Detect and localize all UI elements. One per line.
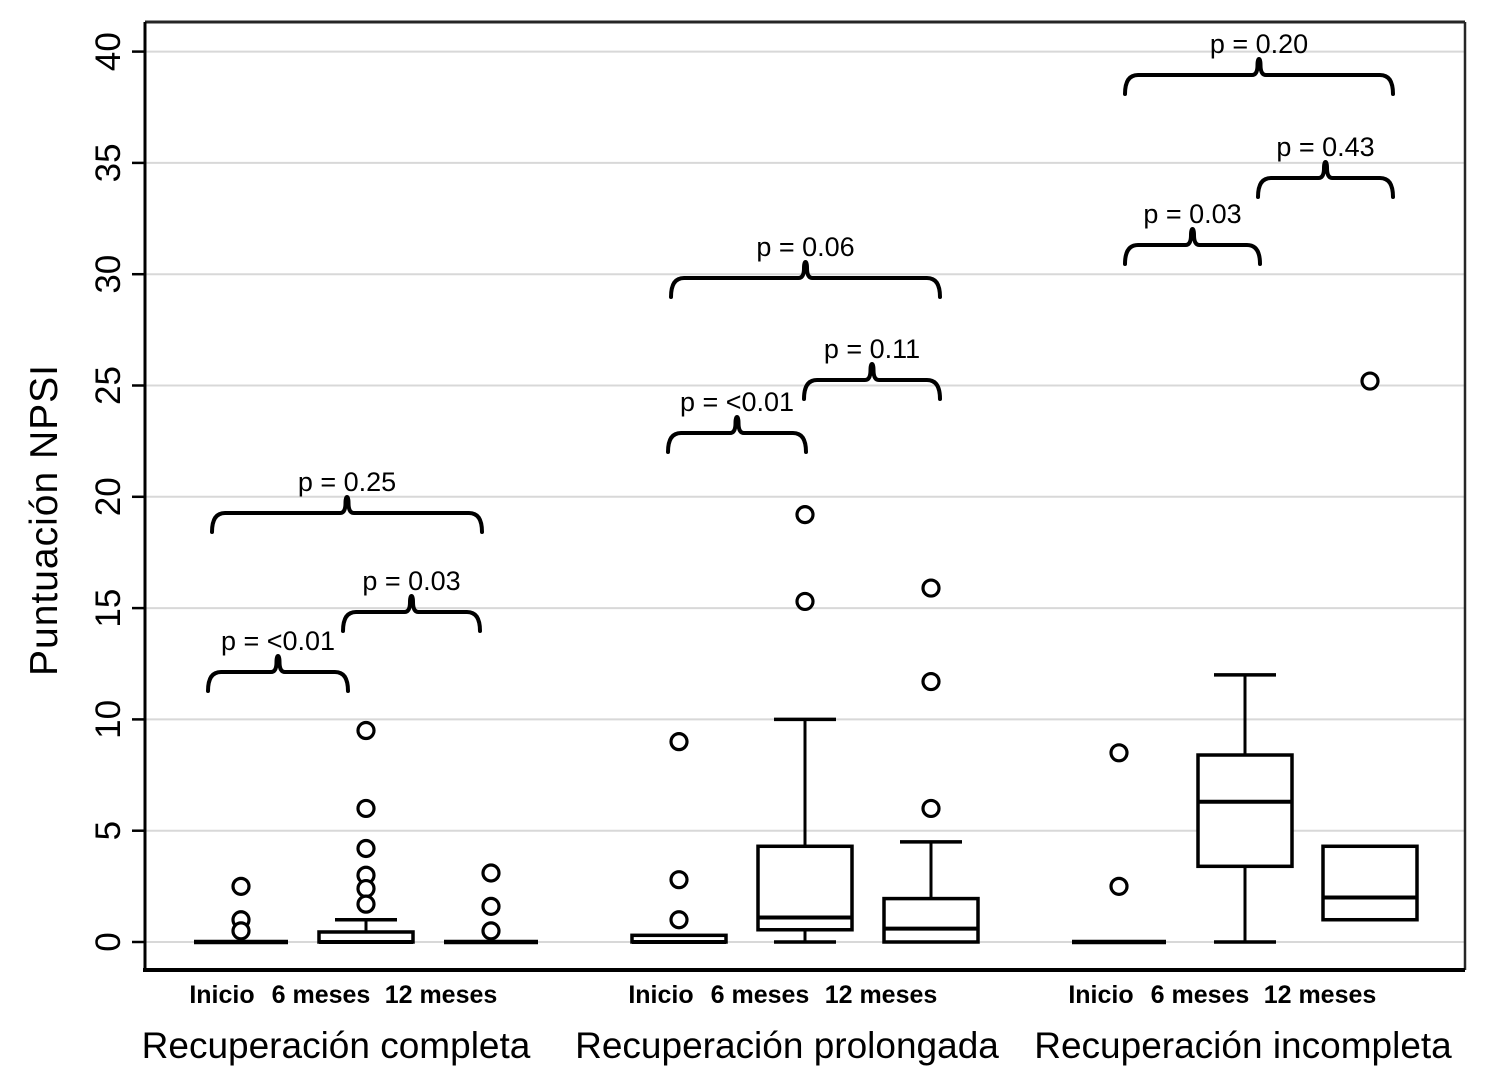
outlier-point <box>795 505 815 525</box>
outlier-point <box>356 894 376 914</box>
y-tick-label: 5 <box>89 821 128 840</box>
p-value-bracket <box>666 415 808 454</box>
timepoint-label: 6 meses <box>272 981 371 1009</box>
outlier-point <box>356 838 376 859</box>
group-label: Recuperación prolongada <box>575 1025 999 1066</box>
y-tick-label: 40 <box>89 32 128 71</box>
outlier-point <box>795 591 815 612</box>
boxplot-box <box>1196 753 1294 869</box>
outlier-point <box>1109 743 1129 763</box>
timepoint-label: 12 meses <box>385 981 498 1009</box>
timepoint-label: 12 meses <box>1264 981 1377 1009</box>
p-value-label: p = 0.03 <box>1143 199 1241 229</box>
outlier-point <box>1360 371 1380 391</box>
p-value-bracket <box>1123 227 1262 266</box>
p-value-label: p = 0.11 <box>824 334 920 364</box>
p-value-bracket <box>206 654 350 693</box>
p-value-bracket <box>802 362 942 401</box>
outlier-point <box>231 876 251 896</box>
group-label: Recuperación incompleta <box>1034 1025 1452 1066</box>
p-value-label: p = 0.25 <box>298 467 396 497</box>
timepoint-label: Inicio <box>1068 981 1133 1009</box>
outlier-point <box>1109 876 1129 896</box>
outlier-point <box>481 863 501 883</box>
p-value-label: p = <0.01 <box>680 387 794 417</box>
boxplot-box <box>1321 844 1419 922</box>
outlier-point <box>669 732 689 752</box>
p-value-bracket <box>210 495 484 534</box>
timepoint-label: Inicio <box>628 981 693 1009</box>
y-tick-label: 15 <box>89 589 128 628</box>
p-value-bracket <box>1256 160 1395 199</box>
outlier-point <box>921 671 941 692</box>
outlier-point <box>921 798 941 819</box>
y-tick-label: 10 <box>89 700 128 739</box>
timepoint-label: 6 meses <box>1151 981 1250 1009</box>
outlier-point <box>669 870 689 890</box>
y-tick-label: 0 <box>89 932 128 951</box>
y-tick-label: 30 <box>89 255 128 294</box>
outlier-point <box>231 921 251 941</box>
group-label: Recuperación completa <box>142 1025 531 1066</box>
y-tick-label: 20 <box>89 477 128 516</box>
boxplot-box <box>882 896 980 944</box>
p-value-label: p = 0.20 <box>1210 29 1308 59</box>
outlier-point <box>356 720 376 741</box>
y-tick-label: 25 <box>89 366 128 405</box>
y-tick-label: 35 <box>89 143 128 182</box>
p-value-label: p = 0.06 <box>756 232 854 262</box>
outlier-point <box>481 921 501 941</box>
p-value-bracket <box>341 594 482 633</box>
timepoint-label: 6 meses <box>711 981 810 1009</box>
p-value-label: p = <0.01 <box>221 626 335 656</box>
outlier-point <box>356 798 376 819</box>
outlier-point <box>481 896 501 916</box>
outlier-point <box>669 910 689 930</box>
p-value-bracket <box>669 260 942 299</box>
outlier-point <box>921 578 941 598</box>
p-value-label: p = 0.43 <box>1276 132 1374 162</box>
p-value-bracket <box>1123 57 1395 96</box>
p-value-label: p = 0.03 <box>362 566 460 596</box>
timepoint-label: Inicio <box>189 981 254 1009</box>
outlier-point <box>356 878 376 899</box>
timepoint-label: 12 meses <box>825 981 938 1009</box>
